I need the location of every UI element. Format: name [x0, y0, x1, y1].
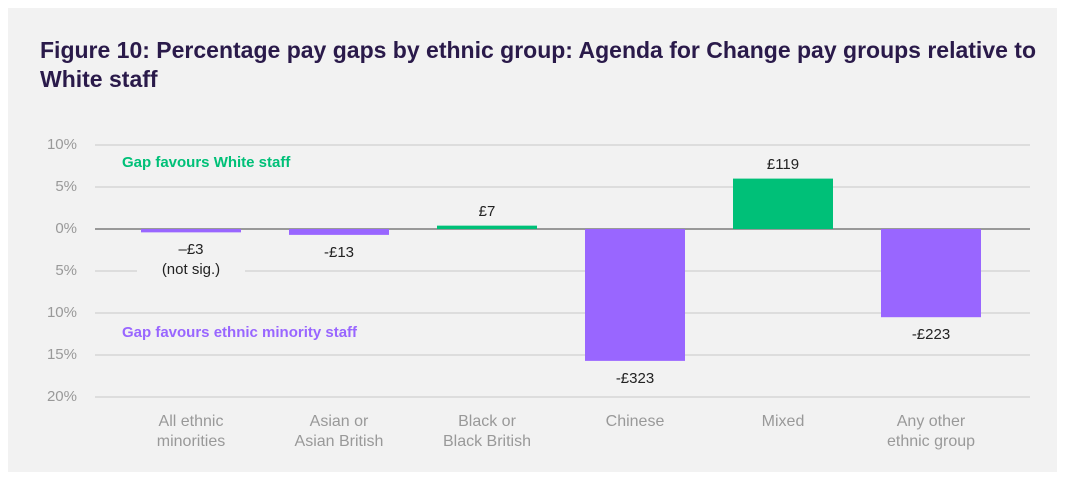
- x-tick-label: Black or Black British: [442, 413, 532, 450]
- chart-title: Figure 10: Percentage pay gaps by ethnic…: [40, 37, 1037, 92]
- bar: [437, 225, 537, 229]
- bar-label: £119: [729, 154, 837, 175]
- x-tick-label: Asian or Asian British: [294, 413, 384, 450]
- x-tick-label: All ethnic minorities: [156, 413, 226, 450]
- x-tick-label: Mixed: [761, 413, 805, 430]
- y-tick-label: 20%: [46, 388, 77, 405]
- y-tick-label: 10%: [46, 136, 77, 153]
- bar-label: £7: [433, 201, 541, 222]
- bar-label: -£13: [285, 242, 393, 263]
- bar-label: -£223: [877, 325, 985, 346]
- x-tick-label: Chinese: [605, 413, 665, 430]
- bar: [141, 229, 241, 233]
- annotation: Gap favours ethnic minority staff: [122, 324, 358, 341]
- y-tick-label: 5%: [55, 262, 77, 279]
- x-tick-label: Any other ethnic group: [886, 413, 976, 450]
- bar: [289, 229, 389, 235]
- bar: [881, 229, 981, 318]
- y-tick-label: 0%: [55, 220, 77, 237]
- bar: [585, 229, 685, 361]
- bar-label: –£3 (not sig.): [137, 240, 245, 281]
- y-tick-label: 5%: [55, 178, 77, 195]
- bar-label: -£323: [581, 368, 689, 389]
- y-tick-label: 15%: [46, 346, 77, 363]
- annotation: Gap favours White staff: [122, 154, 291, 171]
- y-tick-label: 10%: [46, 304, 77, 321]
- bar: [733, 178, 833, 229]
